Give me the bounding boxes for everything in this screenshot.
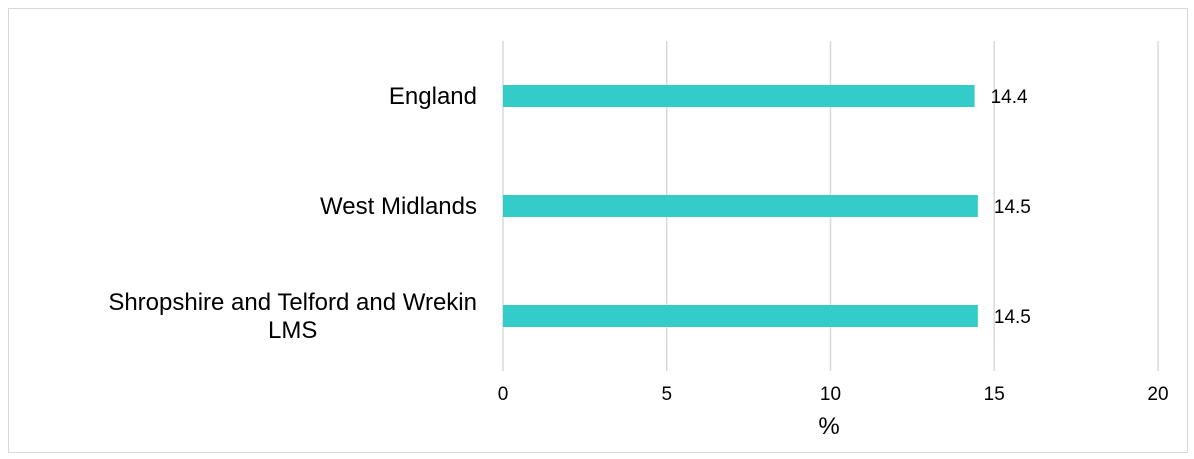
x-tick-label: 20 [1147,384,1168,405]
data-label: 14.5 [994,197,1031,218]
category-label-line: England [389,83,477,110]
bar [503,195,978,217]
category-labels: England West Midlands Shropshire and Telfo… [108,83,477,344]
bar-chart: England West Midlands Shropshire and Telfo… [108,41,1169,440]
bar [503,305,978,327]
bar [503,85,975,107]
x-tick-label: 0 [498,384,509,405]
data-label: 14.5 [994,307,1031,328]
category-label-line: West Midlands [320,193,477,220]
x-tick-label: 5 [661,384,672,405]
bars [503,85,978,327]
chart-frame: England West Midlands Shropshire and Telfo… [8,8,1188,453]
x-tick-labels: 0 5 10 15 20 [498,384,1169,405]
data-labels: 14.4 14.5 14.5 [991,87,1031,328]
x-tick-label: 15 [984,384,1005,405]
category-label: England [389,83,477,110]
data-label: 14.4 [991,87,1028,108]
category-label-line: Shropshire and Telford and Wrekin [108,289,477,316]
category-label: Shropshire and Telford and Wrekin LMS [108,289,477,344]
category-label: West Midlands [320,193,477,220]
x-tick-label: 10 [820,384,841,405]
x-axis-title: % [818,413,839,440]
category-label-line: LMS [268,317,317,344]
